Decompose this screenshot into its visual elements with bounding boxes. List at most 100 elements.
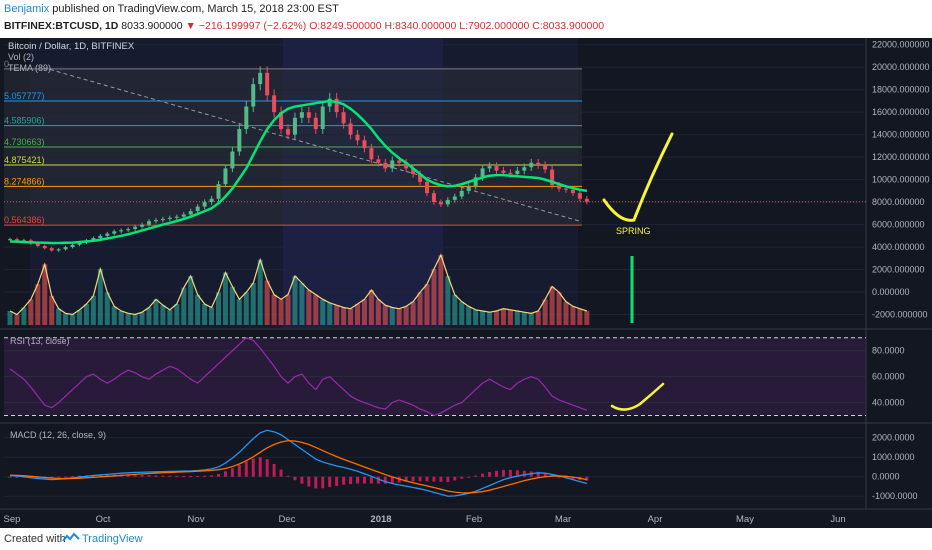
candle-body (279, 112, 284, 130)
macd-histogram-bar (265, 459, 269, 477)
candle-body (369, 148, 374, 160)
rsi-line (9, 337, 588, 417)
rsi-pane[interactable]: 80.0000 60.0000 40.0000 RSI (13, close) (4, 336, 905, 417)
published-text: published on TradingView.com, March 15, … (49, 3, 339, 15)
volume-indicator-label: Vol (2) (8, 52, 34, 62)
candle-body (56, 249, 61, 251)
price-axis-tick: 18000.000000 (872, 85, 930, 95)
macd-histogram-bar (217, 473, 220, 477)
volume-bar (181, 287, 187, 325)
macd-histogram-bar (182, 475, 186, 477)
tema-indicator-label: TEMA (89) (8, 63, 51, 73)
candle-body (174, 216, 179, 218)
volume-bar (570, 306, 576, 325)
candle-body (8, 239, 12, 241)
volume-line (9, 253, 588, 316)
candle-body (49, 248, 54, 251)
volume-bar (77, 309, 82, 325)
macd-histogram-bar (251, 458, 255, 477)
price-pane[interactable]: 22000.000000 20000.000000 18000.000000 1600… (0, 38, 932, 508)
macd-histogram-bar (230, 468, 234, 477)
volume-bar (125, 313, 131, 325)
candle-body (35, 243, 40, 246)
price-axis-tick: 16000.000000 (872, 107, 930, 117)
volume-bar (243, 292, 249, 325)
volume-bar (514, 311, 520, 325)
macd-histogram-bar (356, 476, 359, 484)
macd-pane[interactable]: 2000.0000 1000.0000 0.0000 -1000.0000 MACD (… (4, 429, 918, 501)
time-axis-tick: 2018 (370, 514, 391, 525)
candle-body (383, 162, 388, 169)
candle-body (299, 112, 304, 118)
volume-bar (306, 290, 312, 325)
volume-bar (97, 269, 103, 325)
macd-axis-tick: 1000.0000 (872, 452, 915, 462)
volume-bar (320, 299, 326, 325)
macd-histogram-bar (133, 474, 137, 477)
candle-body (522, 167, 527, 171)
macd-histogram-bar (383, 476, 387, 484)
author-link[interactable]: Benjamix (4, 3, 50, 15)
volume-bar (528, 313, 534, 325)
macd-histogram-bar (293, 476, 297, 481)
macd-histogram-bar (557, 476, 561, 478)
price-axis-tick: 20000.000000 (872, 62, 930, 72)
macd-histogram-bar (140, 475, 144, 477)
volume-bar (28, 299, 34, 325)
chart-canvas[interactable]: 22000.000000 20000.000000 18000.000000 1600… (0, 38, 932, 528)
candle-body (515, 170, 520, 175)
price-axis-tick: 0.000000 (872, 287, 910, 297)
volume-bar (174, 304, 180, 325)
time-axis[interactable]: Sep Oct Nov Dec 2018 Feb Mar Apr May Jun (0, 508, 932, 525)
volume-bar (292, 276, 298, 325)
candle-body (487, 166, 492, 169)
time-axis-tick: Jun (830, 514, 845, 525)
candle-body (258, 72, 263, 85)
volume-bar (90, 295, 96, 325)
macd-histogram-bar (495, 470, 498, 477)
candle-body (425, 181, 429, 194)
volume-bar (507, 309, 513, 325)
macd-axis-tick: -1000.0000 (872, 491, 918, 501)
fib-level-label: 4.585906) (4, 116, 45, 126)
candle-body (251, 84, 256, 107)
volume-bar (375, 299, 381, 325)
volume-bar (285, 294, 291, 325)
volume-bar (202, 304, 208, 325)
candle-body (195, 206, 200, 212)
macd-histogram-bar (522, 470, 526, 477)
rsi-annotation-drawing (610, 382, 665, 411)
macd-histogram-bar (508, 469, 512, 477)
candle-body (126, 229, 131, 231)
candle-body (445, 199, 450, 205)
candle-body (327, 98, 332, 107)
macd-histogram-bar (223, 471, 227, 477)
candle-body (153, 220, 158, 222)
candle-body (411, 168, 416, 175)
macd-histogram-bar (147, 475, 151, 477)
volume-bar (348, 308, 354, 325)
fib-level-label: 0.564386) (4, 215, 45, 225)
change-arrow: ▼ (185, 20, 196, 32)
volume-bar (500, 308, 506, 325)
candle-body (334, 98, 339, 113)
price-axis-tick: 10000.000000 (872, 175, 930, 185)
volume-bar (132, 314, 138, 325)
volume-bar (271, 294, 277, 325)
volume-bar (14, 314, 20, 325)
macd-histogram-bar (314, 476, 318, 489)
low-value: L:7902.000000 (459, 20, 530, 32)
volume-bar (188, 276, 194, 325)
macd-histogram-bar (418, 476, 422, 482)
candle-body (564, 188, 568, 190)
macd-histogram-bar (362, 476, 366, 484)
candle-body (202, 202, 207, 207)
macd-histogram-bar (300, 476, 304, 484)
volume-bar (445, 276, 451, 325)
candle-body (306, 112, 311, 118)
macd-histogram-bar (8, 476, 12, 478)
volume-bar (403, 306, 409, 325)
spring-annotation: SPRING (616, 226, 651, 236)
volume-bar (438, 255, 444, 325)
volume-bar (396, 308, 402, 325)
